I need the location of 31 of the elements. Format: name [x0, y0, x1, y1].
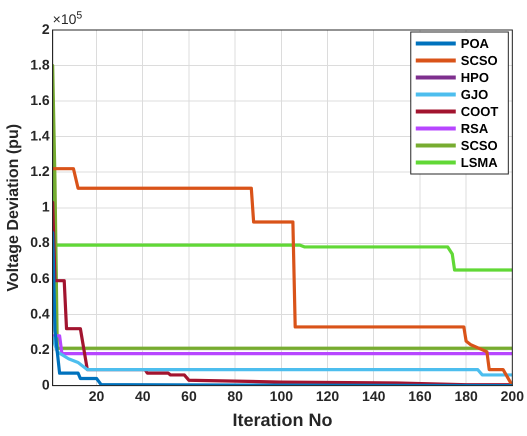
- x-tick-label: 200: [500, 388, 524, 404]
- legend-label: LSMA: [460, 155, 498, 170]
- y-tick-label: 1.8: [30, 56, 50, 72]
- y-tick-label: 1: [42, 198, 50, 215]
- x-tick-label: 60: [181, 388, 197, 404]
- y-tick-label: 1.6: [30, 92, 50, 108]
- x-tick-label: 80: [227, 388, 244, 404]
- legend-label: HPO: [460, 70, 489, 86]
- y-tick-label: 1.4: [30, 128, 50, 144]
- y-tick-label: 0.8: [30, 234, 50, 250]
- x-tick-label: 120: [316, 388, 340, 404]
- y-tick-label: 0: [42, 376, 50, 392]
- x-tick-label: 100: [270, 388, 294, 404]
- x-tick-label: 20: [88, 388, 105, 404]
- legend-label: COOT: [460, 104, 498, 120]
- legend-label: RSA: [460, 121, 489, 136]
- y-tick-label: 0.4: [30, 305, 50, 322]
- y-tick-label: 1.2: [30, 163, 50, 180]
- y-tick-label: 0.2: [30, 340, 50, 357]
- y-tick-label: 0.6: [30, 270, 50, 286]
- legend-label: POA: [460, 36, 490, 52]
- y-axis-title: Voltage Deviation (pu): [5, 124, 22, 292]
- legend-label: SCSO: [460, 53, 498, 68]
- x-tick-label: 180: [454, 388, 478, 404]
- x-tick-label: 140: [362, 388, 386, 404]
- legend-label: SCSO: [460, 138, 498, 154]
- x-tick-label: 40: [134, 388, 151, 404]
- x-tick-label: 160: [408, 388, 432, 404]
- legend-label: GJO: [460, 87, 488, 102]
- y-tick-label: 2: [42, 20, 50, 37]
- x-axis-title: Iteration No: [232, 410, 332, 430]
